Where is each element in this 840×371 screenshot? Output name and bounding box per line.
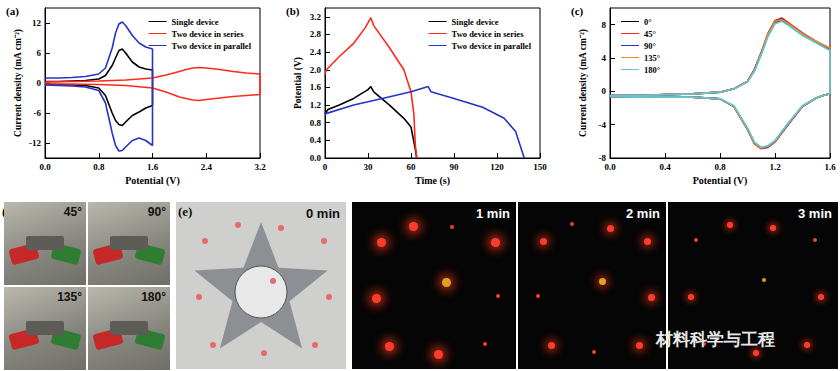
- svg-text:2.8: 2.8: [310, 29, 322, 39]
- svg-text:-4: -4: [599, 120, 607, 130]
- svg-text:0.8: 0.8: [714, 162, 726, 172]
- svg-text:90: 90: [450, 162, 460, 172]
- svg-text:Potential (V): Potential (V): [693, 175, 748, 187]
- svg-text:-12: -12: [29, 138, 41, 148]
- svg-text:3.2: 3.2: [310, 12, 322, 22]
- svg-text:0.4: 0.4: [310, 135, 322, 145]
- svg-text:120: 120: [490, 162, 504, 172]
- svg-text:0.8: 0.8: [310, 118, 322, 128]
- svg-text:(c): (c): [571, 5, 584, 18]
- svg-text:Current density (mA cm⁻²): Current density (mA cm⁻²): [578, 29, 589, 137]
- svg-text:(b): (b): [286, 5, 300, 18]
- svg-text:0.8: 0.8: [93, 162, 105, 172]
- html-text:1 min: 1 min: [476, 206, 510, 221]
- svg-text:12: 12: [32, 18, 42, 28]
- svg-text:Single device: Single device: [452, 17, 499, 27]
- svg-text:150: 150: [533, 162, 547, 172]
- html-text:180°: 180°: [141, 290, 166, 304]
- svg-text:1.2: 1.2: [769, 162, 781, 172]
- svg-text:Potential (V): Potential (V): [125, 175, 180, 187]
- svg-text:60: 60: [407, 162, 417, 172]
- svg-text:Two device in parallel: Two device in parallel: [452, 41, 532, 51]
- html-text:2 min: 2 min: [626, 206, 660, 221]
- html-text:(e): (e): [178, 204, 193, 219]
- html-text:135°: 135°: [57, 290, 82, 304]
- svg-text:0.0: 0.0: [604, 162, 616, 172]
- svg-text:Potential (V): Potential (V): [293, 57, 304, 109]
- svg-text:0.4: 0.4: [659, 162, 671, 172]
- html-text:90°: 90°: [147, 205, 166, 219]
- svg-text:0°: 0°: [644, 17, 652, 27]
- svg-text:0: 0: [323, 162, 328, 172]
- svg-text:Single device: Single device: [172, 17, 219, 27]
- svg-text:0: 0: [602, 86, 607, 96]
- svg-text:Two device in series: Two device in series: [452, 29, 525, 39]
- svg-text:Two device in parallel: Two device in parallel: [172, 41, 252, 51]
- svg-text:0.0: 0.0: [310, 153, 322, 163]
- svg-text:Current density (mA cm⁻²): Current density (mA cm⁻²): [13, 29, 24, 137]
- html-text:3 min: 3 min: [798, 206, 832, 221]
- html-text:材料科学与工程: 材料科学与工程: [656, 329, 775, 349]
- svg-text:30: 30: [364, 162, 374, 172]
- svg-text:2.0: 2.0: [310, 65, 322, 75]
- svg-text:0: 0: [37, 78, 42, 88]
- svg-text:2.4: 2.4: [310, 47, 322, 57]
- svg-text:1.6: 1.6: [310, 82, 322, 92]
- html-text:0 min: 0 min: [306, 206, 340, 221]
- svg-text:6: 6: [37, 48, 42, 58]
- svg-text:8: 8: [602, 20, 607, 30]
- svg-text:Two device in series: Two device in series: [172, 29, 245, 39]
- svg-text:-8: -8: [598, 153, 606, 163]
- svg-text:180°: 180°: [644, 65, 660, 75]
- svg-text:45°: 45°: [644, 29, 656, 39]
- svg-text:0.0: 0.0: [39, 162, 51, 172]
- svg-text:Time (s): Time (s): [415, 175, 450, 187]
- html-text:45°: 45°: [63, 205, 82, 219]
- svg-text:2.4: 2.4: [201, 162, 213, 172]
- svg-text:1.6: 1.6: [824, 162, 836, 172]
- svg-text:-6: -6: [34, 108, 42, 118]
- svg-text:1.6: 1.6: [147, 162, 159, 172]
- svg-text:4: 4: [602, 53, 607, 63]
- svg-text:135°: 135°: [644, 53, 660, 63]
- html-text:(d): (d): [2, 204, 18, 219]
- svg-text:1.2: 1.2: [310, 100, 322, 110]
- svg-text:3.2: 3.2: [254, 162, 266, 172]
- svg-text:(a): (a): [6, 5, 19, 18]
- svg-text:90°: 90°: [644, 41, 656, 51]
